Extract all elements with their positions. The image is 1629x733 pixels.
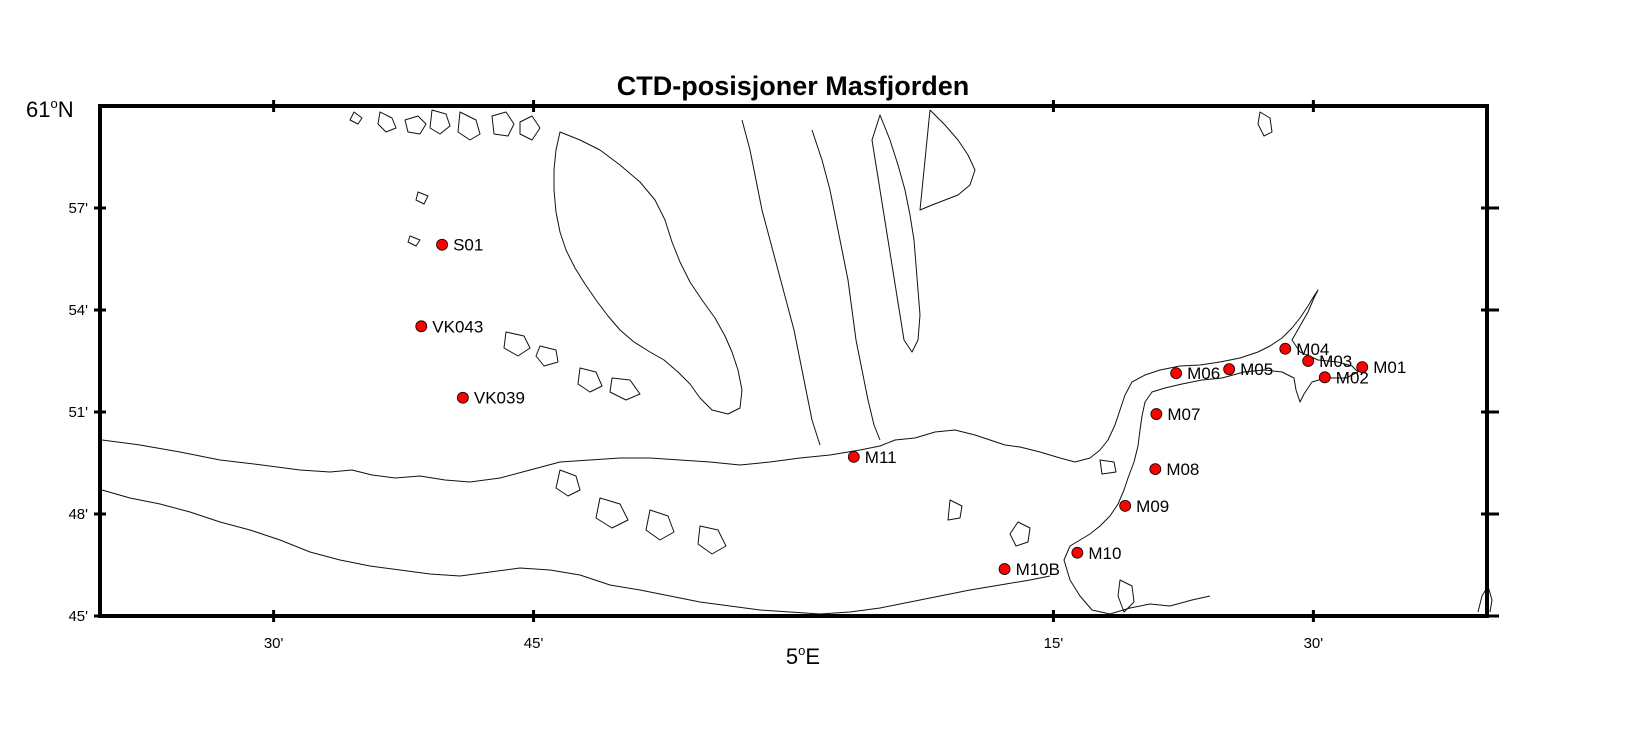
station-dot[interactable]: [415, 320, 428, 333]
latitude-axis-label: 61oN: [26, 96, 74, 122]
station-label: M05: [1240, 360, 1273, 379]
station-marker[interactable]: M06: [1170, 364, 1221, 383]
coastline-fjord-main: [101, 289, 1359, 615]
station-label: M06: [1187, 364, 1220, 383]
coastline-north-peninsula: [553, 131, 743, 415]
station-dot[interactable]: [847, 450, 860, 463]
station-label: M07: [1167, 405, 1200, 424]
station-label: M03: [1319, 352, 1352, 371]
station-dot[interactable]: [1302, 355, 1315, 367]
lat-tick-label: 54': [68, 302, 88, 319]
lat-tick-label: 48': [68, 506, 88, 523]
station-marker[interactable]: M07: [1150, 405, 1201, 424]
coastline-layer: [101, 109, 1493, 615]
station-marker[interactable]: M03: [1302, 352, 1353, 371]
station-marker[interactable]: M08: [1149, 460, 1200, 479]
station-layer: S01 VK043 VK039 M11 M10B M10 M09 M08 M07 M06 M05 M0…: [415, 236, 1407, 579]
station-label: VK039: [474, 389, 525, 408]
station-label: M01: [1373, 358, 1406, 377]
station-label: M08: [1166, 460, 1199, 479]
station-marker[interactable]: S01: [436, 236, 484, 255]
longitude-axis-label: 5oE: [786, 643, 820, 669]
station-label: VK043: [432, 317, 483, 336]
station-dot[interactable]: [1318, 371, 1331, 384]
map-title: CTD-posisjoner Masfjorden: [617, 71, 970, 101]
map-frame: [98, 104, 1489, 618]
station-dot[interactable]: [1149, 463, 1162, 476]
station-marker[interactable]: VK043: [415, 317, 484, 336]
coastline-northeast-shore: [919, 109, 976, 211]
lon-tick-label: 30': [1304, 635, 1324, 652]
lat-tick-label: 45': [68, 608, 88, 625]
station-marker[interactable]: M05: [1223, 360, 1274, 379]
lon-tick-label: 45': [524, 635, 544, 652]
station-label: M11: [865, 448, 897, 467]
coastline-south-shore: [101, 489, 1051, 615]
station-dot[interactable]: [998, 563, 1011, 575]
station-marker[interactable]: M10B: [998, 560, 1060, 579]
station-marker[interactable]: M04: [1279, 340, 1330, 359]
station-label: S01: [453, 236, 483, 255]
station-marker[interactable]: M11: [847, 448, 897, 467]
station-marker[interactable]: M09: [1119, 497, 1170, 516]
station-marker[interactable]: M02: [1318, 368, 1369, 387]
station-dot[interactable]: [436, 238, 448, 251]
station-marker[interactable]: VK039: [456, 389, 525, 408]
coastline-east-arm: [871, 114, 921, 353]
lon-tick-label: 15': [1044, 635, 1064, 652]
station-dot[interactable]: [1223, 363, 1236, 376]
station-dot[interactable]: [1356, 361, 1369, 374]
station-label: M09: [1136, 497, 1169, 516]
lat-tick-label: 51': [68, 404, 88, 421]
latitude-ticks: 57' 54' 51' 48' 45': [68, 200, 1499, 625]
coastline-west-islands: [349, 109, 727, 555]
station-dot[interactable]: [456, 391, 469, 404]
station-label: M10B: [1016, 560, 1060, 579]
station-label: M04: [1296, 340, 1329, 359]
lat-tick-label: 57': [68, 200, 88, 217]
station-dot[interactable]: [1279, 342, 1292, 355]
station-dot[interactable]: [1170, 367, 1183, 380]
map-border: [98, 104, 1489, 618]
station-label: M10: [1088, 544, 1121, 563]
station-marker[interactable]: M10: [1071, 544, 1122, 563]
coastline-mid-islands: [947, 111, 1273, 613]
longitude-ticks: 30' 45' 15' 30': [264, 100, 1323, 652]
station-label: M02: [1336, 368, 1369, 387]
station-marker[interactable]: M01: [1356, 358, 1407, 377]
station-dot[interactable]: [1071, 546, 1084, 559]
station-dot[interactable]: [1150, 408, 1163, 420]
lon-tick-label: 30': [264, 635, 284, 652]
station-dot[interactable]: [1119, 499, 1132, 512]
coastline-long-fjord-arm: [741, 119, 881, 446]
